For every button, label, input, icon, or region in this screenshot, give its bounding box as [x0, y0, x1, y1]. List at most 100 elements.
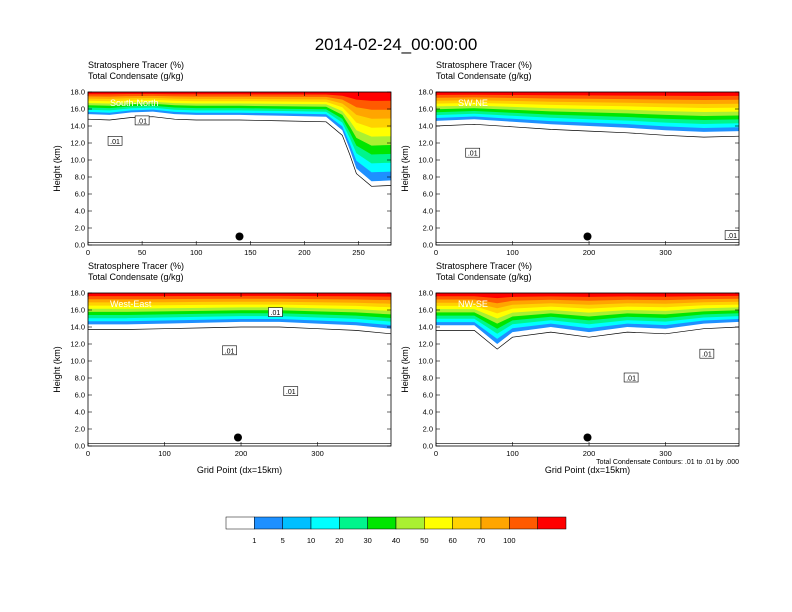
plot-area: .01 .01 .01 West-East: [88, 293, 391, 446]
colorbar-swatch: [282, 516, 312, 530]
y-tick-label: 10.0: [70, 156, 85, 165]
contour-label-box: [268, 307, 283, 317]
plot-frame: [87, 292, 392, 447]
x-tick-label: 50: [138, 248, 146, 257]
x-tick-label: 200: [235, 449, 248, 458]
y-axis-label: Height (km): [52, 346, 62, 393]
y-tick-label: 16.0: [418, 105, 433, 114]
y-tick-label: 8.0: [75, 374, 85, 383]
location-marker: [583, 433, 592, 442]
y-tick-label: 2.0: [423, 425, 433, 434]
contour-label: .01: [702, 352, 712, 359]
panel-header-tracer: Stratosphere Tracer (%): [436, 60, 532, 70]
tracer-band: [88, 92, 391, 119]
colorbar-swatch: [424, 516, 453, 530]
y-tick-label: 12.0: [418, 139, 433, 148]
panel-header-condensate: Total Condensate (g/kg): [436, 71, 532, 81]
y-tick-label: 0.0: [423, 241, 433, 250]
x-tick-label: 0: [86, 248, 90, 257]
y-tick-label: 6.0: [75, 391, 85, 400]
contour-label-box: [134, 115, 150, 126]
y-tick-label: 4.0: [75, 408, 85, 417]
y-tick-label: 0.0: [75, 442, 85, 451]
panel-header-tracer: Stratosphere Tracer (%): [436, 261, 532, 271]
y-tick-label: 2.0: [75, 425, 85, 434]
y-tick-label: 4.0: [423, 408, 433, 417]
x-tick-label: 200: [583, 248, 596, 257]
x-axis-label: Grid Point (dx=15km): [197, 465, 282, 475]
contour-label: .01: [468, 151, 478, 158]
panel-name: SW-NE: [458, 98, 488, 108]
colorbar-swatch: [452, 516, 482, 530]
colorbar-label: 100: [503, 536, 516, 545]
x-tick-label: 200: [298, 248, 311, 257]
y-tick-label: 0.0: [423, 442, 433, 451]
y-tick-label: 8.0: [423, 173, 433, 182]
tracer-band: [88, 293, 391, 297]
contour-label: .01: [271, 310, 281, 317]
plot-frame: [87, 91, 392, 246]
plot-area: .01 .01 South-North: [88, 92, 391, 245]
y-tick-label: 12.0: [418, 340, 433, 349]
colorbar-swatch: [225, 516, 255, 530]
tracer-band: [88, 92, 391, 182]
panel-west-east: Stratosphere Tracer (%)Total Condensate …: [52, 261, 392, 475]
y-tick-label: 18.0: [418, 88, 433, 97]
condensate-contour: [436, 123, 739, 138]
colorbar-label: 10: [307, 536, 315, 545]
x-tick-label: 300: [659, 449, 672, 458]
x-tick-label: 300: [311, 449, 324, 458]
panel-header-condensate: Total Condensate (g/kg): [88, 71, 184, 81]
contour-label: .01: [137, 118, 147, 125]
x-tick-label: 100: [190, 248, 203, 257]
tracer-band: [88, 92, 391, 155]
colorbar-swatch: [367, 516, 397, 530]
tracer-band: [88, 92, 391, 146]
y-tick-label: 4.0: [423, 207, 433, 216]
plot-area: .01 .01 NW-SE: [436, 293, 739, 446]
contour-note: Total Condensate Contours: .01 to .01 by…: [596, 459, 739, 466]
tracer-band: [436, 293, 739, 299]
panel-header-condensate: Total Condensate (g/kg): [436, 272, 532, 282]
y-tick-label: 2.0: [423, 224, 433, 233]
colorbar-swatch: [480, 516, 510, 530]
tracer-band: [436, 92, 739, 96]
x-tick-label: 200: [583, 449, 596, 458]
panel-header-tracer: Stratosphere Tracer (%): [88, 60, 184, 70]
x-tick-label: 100: [506, 248, 519, 257]
tracer-band: [88, 92, 391, 101]
y-tick-label: 16.0: [70, 306, 85, 315]
colorbar-label: 60: [448, 536, 456, 545]
panel-name: West-East: [110, 299, 152, 309]
plot-area: .01 .01 SW-NE: [436, 92, 739, 245]
y-tick-label: 6.0: [75, 190, 85, 199]
location-marker: [233, 433, 242, 442]
condensate-contour: [436, 326, 739, 350]
y-tick-label: 18.0: [70, 289, 85, 298]
y-tick-label: 14.0: [70, 122, 85, 131]
panels: Stratosphere Tracer (%)Total Condensate …: [52, 60, 740, 475]
tracer-band: [88, 92, 391, 173]
contour-label: .01: [626, 376, 636, 383]
colorbar-label: 1: [252, 536, 256, 545]
y-tick-label: 6.0: [423, 391, 433, 400]
condensate-contour: [88, 326, 391, 335]
colorbar-label: 20: [335, 536, 343, 545]
colorbar-label: 30: [363, 536, 371, 545]
colorbar-label: 50: [420, 536, 428, 545]
panel-south-north: Stratosphere Tracer (%)Total Condensate …: [52, 60, 392, 257]
contour-label: .01: [110, 139, 120, 146]
colorbar-swatch: [310, 516, 340, 530]
x-axis-label: Grid Point (dx=15km): [545, 465, 630, 475]
plot-frame: [435, 292, 740, 447]
x-tick-label: 150: [244, 248, 257, 257]
location-marker: [583, 232, 592, 241]
y-axis-label: Height (km): [400, 145, 410, 192]
y-tick-label: 18.0: [418, 289, 433, 298]
contour-label-box: [724, 230, 739, 240]
x-tick-label: 0: [434, 449, 438, 458]
y-tick-label: 10.0: [418, 357, 433, 366]
contour-label-box: [465, 147, 481, 158]
colorbar-label: 5: [281, 536, 285, 545]
tracer-band: [88, 92, 391, 164]
